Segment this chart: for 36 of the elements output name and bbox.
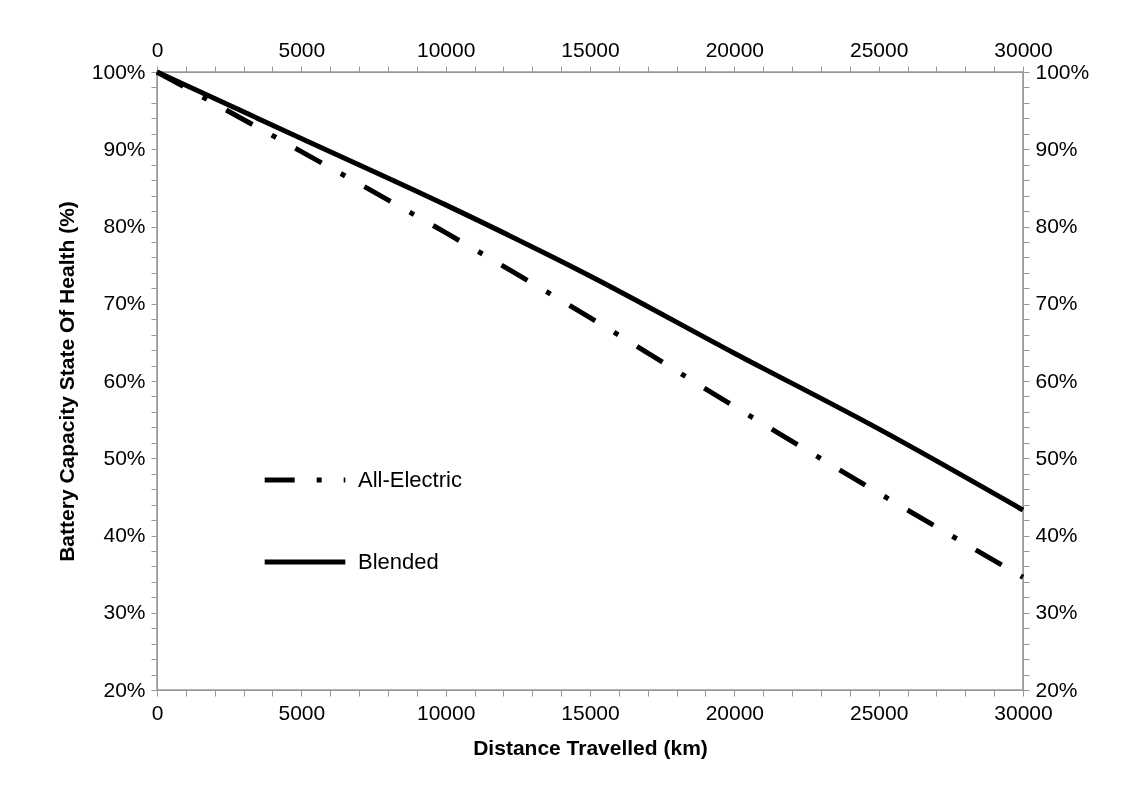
y2-tick-label: 80% [1035,214,1078,237]
y2-tick-label: 20% [1035,677,1078,701]
y-tick-label: 100% [91,59,146,83]
y2-tick-label: 50% [1035,445,1078,469]
legend-label: Blended [358,549,439,574]
x-axis-title: Distance Travelled (km) [473,735,708,759]
x-tick-label: 30000 [994,700,1053,724]
y2-tick-label: 90% [1035,136,1078,160]
x2-tick-label: 0 [151,37,164,61]
x2-tick-label: 25000 [849,37,909,61]
y2-tick-label: 70% [1035,291,1078,315]
legend-label: All-Electric [358,467,462,492]
x-tick-label: 0 [151,700,164,724]
y-tick-label: 90% [103,136,146,160]
x-tick-label: 10000 [416,700,476,724]
x-tick-label: 5000 [278,700,326,724]
x-tick-label: 15000 [561,700,620,724]
x-tick-label: 20000 [705,700,765,724]
x2-tick-label: 5000 [278,37,326,61]
y-axis-title: Battery Capacity State Of Health (%) [54,201,78,562]
y-tick-label: 30% [103,600,146,624]
x2-tick-label: 20000 [705,37,765,61]
y2-tick-label: 60% [1035,368,1078,392]
y2-tick-label: 40% [1035,523,1078,546]
x2-tick-label: 30000 [994,37,1053,61]
x2-tick-label: 15000 [561,37,620,61]
y2-tick-label: 30% [1035,600,1078,624]
y-tick-label: 50% [103,445,146,469]
x-tick-label: 25000 [849,700,909,724]
y-tick-label: 60% [103,368,146,392]
x2-tick-label: 10000 [416,37,476,61]
y2-tick-label: 100% [1035,59,1090,83]
y-tick-label: 70% [103,291,146,315]
y-tick-label: 20% [103,677,146,701]
y-tick-label: 40% [103,523,146,546]
y-tick-label: 80% [103,214,146,237]
